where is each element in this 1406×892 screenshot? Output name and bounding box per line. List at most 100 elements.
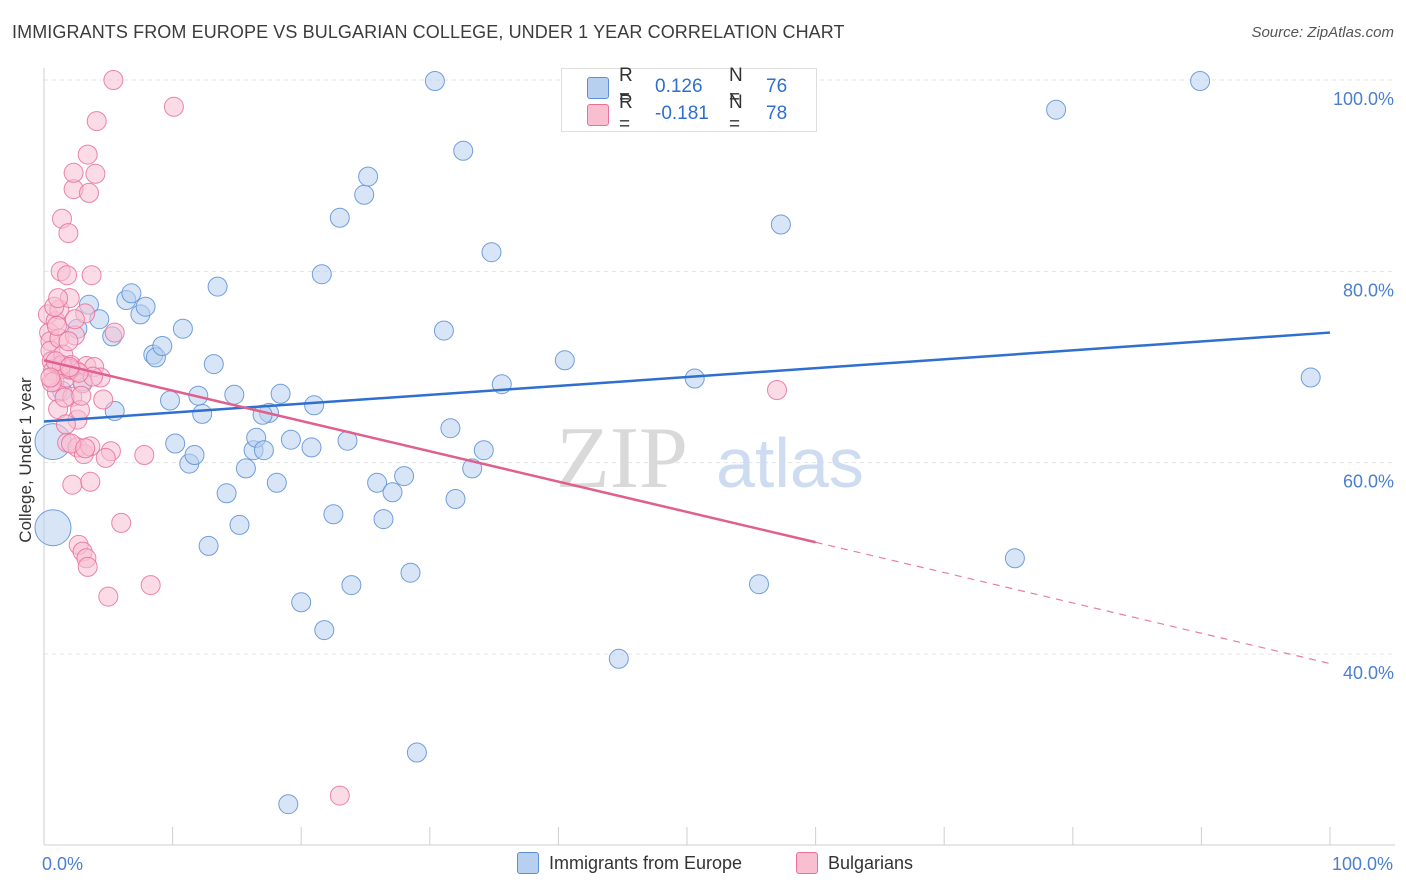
europe-point bbox=[1190, 71, 1211, 91]
europe-point bbox=[224, 384, 245, 405]
europe-trend-line bbox=[43, 331, 1331, 423]
r-label: R = bbox=[619, 92, 633, 135]
europe-point bbox=[304, 395, 325, 416]
bulgarian-point bbox=[104, 322, 125, 343]
x-tick-label-min: 0.0% bbox=[42, 854, 83, 874]
bulgarian-trend-line bbox=[43, 359, 816, 544]
r-value: -0.181 bbox=[655, 103, 709, 124]
europe-point bbox=[198, 535, 219, 556]
europe-point bbox=[252, 404, 273, 425]
r-label: R = bbox=[619, 65, 633, 108]
europe-point bbox=[184, 445, 205, 465]
bulgarian-point bbox=[55, 414, 76, 435]
bulgarians-swatch bbox=[587, 104, 609, 126]
europe-point bbox=[382, 482, 403, 503]
bulgarian-point bbox=[85, 163, 106, 184]
europe-point bbox=[445, 489, 466, 509]
bulgarian-point bbox=[54, 387, 75, 408]
europe-point bbox=[203, 354, 224, 375]
europe-point bbox=[280, 429, 301, 450]
bulgarian-point bbox=[163, 96, 184, 117]
bulgarian-point bbox=[71, 385, 92, 406]
europe-point bbox=[314, 620, 335, 641]
europe-point bbox=[301, 437, 322, 458]
europe-point bbox=[354, 184, 375, 205]
europe-point bbox=[358, 166, 379, 187]
europe-point bbox=[266, 472, 287, 493]
bulgarian-point bbox=[77, 556, 98, 577]
europe-point bbox=[749, 574, 769, 595]
x-tick-label-max: 100.0% bbox=[1332, 854, 1393, 874]
bulgarian-point bbox=[77, 144, 98, 165]
bulgarian-point bbox=[103, 70, 124, 90]
y-tick-label: 100.0% bbox=[1333, 89, 1394, 109]
legend-item-europe[interactable]: Immigrants from Europe bbox=[517, 852, 742, 874]
europe-point bbox=[160, 390, 180, 411]
chart-title: IMMIGRANTS FROM EUROPE VS BULGARIAN COLL… bbox=[12, 22, 845, 42]
europe-point bbox=[329, 207, 350, 228]
europe-point bbox=[473, 440, 494, 461]
bulgarian-point bbox=[98, 586, 119, 607]
europe-point bbox=[278, 794, 299, 815]
europe-point bbox=[1046, 99, 1067, 120]
stats-legend: R = 0.126 N = 76 R = -0.181 N = 78 bbox=[561, 65, 817, 135]
bulgarian-point bbox=[79, 182, 99, 203]
bulgarian-point bbox=[134, 445, 155, 465]
n-label: N = bbox=[729, 65, 743, 108]
europe-point bbox=[406, 742, 427, 763]
europe-point bbox=[684, 368, 705, 389]
watermark: ZIP atlas bbox=[556, 410, 864, 507]
bulgarian-point bbox=[58, 223, 79, 244]
bulgarian-point bbox=[93, 389, 114, 410]
tick-labels: 40.0% 60.0% 80.0% 100.0% 0.0% 100.0% bbox=[42, 89, 1394, 874]
europe-point bbox=[121, 283, 142, 304]
grid-lines bbox=[44, 79, 1395, 655]
bulgarian-point bbox=[57, 265, 78, 286]
legend-label: Bulgarians bbox=[828, 852, 914, 873]
europe-point bbox=[341, 575, 362, 596]
legend-item-bulgarians[interactable]: Bulgarians bbox=[796, 852, 913, 874]
bulgarian-point bbox=[767, 380, 787, 400]
europe-point bbox=[229, 514, 250, 535]
europe-point bbox=[216, 483, 237, 504]
bulgarian-trend-extension bbox=[815, 541, 1331, 665]
bulgarian-point bbox=[58, 331, 79, 352]
europe-point bbox=[424, 71, 445, 91]
europe-point bbox=[192, 403, 213, 424]
europe-point bbox=[481, 242, 502, 263]
bulgarian-point bbox=[48, 288, 69, 309]
europe-swatch bbox=[587, 77, 609, 99]
europe-point bbox=[433, 320, 454, 341]
europe-point bbox=[270, 383, 291, 404]
y-tick-label: 60.0% bbox=[1343, 472, 1394, 492]
europe-point bbox=[373, 509, 394, 530]
bulgarian-point bbox=[81, 265, 102, 286]
europe-point bbox=[311, 264, 332, 285]
y-tick-label: 80.0% bbox=[1343, 280, 1394, 300]
europe-point bbox=[453, 140, 474, 161]
europe-point bbox=[1004, 548, 1025, 569]
source-credit: Source: ZipAtlas.com bbox=[1251, 24, 1394, 41]
europe-point bbox=[165, 433, 186, 454]
bulgarian-point bbox=[62, 474, 83, 495]
europe-point bbox=[1300, 367, 1321, 388]
europe-swatch bbox=[517, 852, 539, 874]
n-label: N = bbox=[729, 92, 743, 135]
bulgarian-point bbox=[140, 575, 161, 596]
europe-point bbox=[770, 214, 791, 235]
trend-lines bbox=[43, 331, 1331, 665]
europe-point bbox=[394, 466, 415, 487]
bulgarian-point bbox=[329, 785, 350, 806]
watermark-zip: ZIP bbox=[556, 410, 688, 507]
bulgarian-point bbox=[63, 162, 84, 183]
bulgarian-point bbox=[64, 309, 85, 330]
r-value: 0.126 bbox=[655, 76, 703, 97]
europe-point bbox=[207, 276, 228, 297]
watermark-atlas: atlas bbox=[716, 424, 864, 502]
n-value: 76 bbox=[766, 76, 788, 97]
bulgarian-point bbox=[40, 367, 61, 388]
bulgarian-point bbox=[75, 438, 96, 459]
legend-label: Immigrants from Europe bbox=[549, 852, 743, 873]
bulgarian-point bbox=[95, 447, 116, 468]
